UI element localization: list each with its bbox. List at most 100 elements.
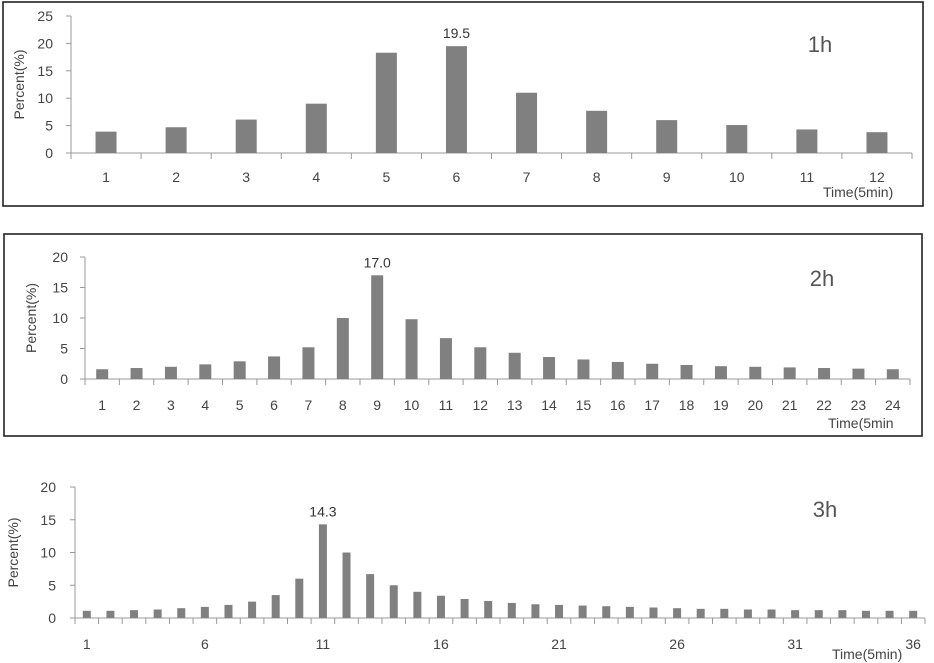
x-tick-label: 19 — [713, 397, 729, 413]
x-tick-label: 3 — [167, 397, 175, 413]
panel-label: 3h — [813, 497, 837, 522]
bar-29 — [743, 609, 752, 618]
bar-17 — [460, 599, 469, 618]
bar-34 — [861, 610, 870, 618]
peak-data-label: 17.0 — [364, 254, 391, 270]
x-axis-title: Time(5min) — [823, 184, 893, 200]
x-tick-label: 31 — [787, 636, 803, 652]
bar-10 — [726, 125, 748, 153]
bar-3 — [235, 119, 257, 153]
bar-33 — [838, 610, 847, 618]
bar-8 — [586, 110, 608, 153]
x-tick-label: 22 — [816, 397, 832, 413]
bar-7 — [224, 604, 233, 618]
y-tick-label: 10 — [40, 545, 56, 561]
bar-21 — [555, 604, 564, 618]
x-tick-label: 7 — [305, 397, 313, 413]
x-tick-label: 8 — [593, 169, 601, 185]
x-tick-label: 23 — [851, 397, 867, 413]
bar-25 — [649, 607, 658, 618]
bar-10 — [405, 319, 418, 379]
y-tick-label: 0 — [45, 145, 53, 161]
y-tick-label: 10 — [52, 310, 68, 326]
x-tick-label: 21 — [551, 636, 567, 652]
bar-20 — [749, 366, 762, 379]
panel-label: 1h — [808, 32, 832, 57]
x-tick-label: 10 — [404, 397, 420, 413]
peak-data-label: 14.3 — [309, 503, 336, 519]
bar-24 — [625, 606, 634, 618]
bar-9 — [271, 595, 280, 618]
bar-4 — [199, 364, 212, 379]
y-tick-label: 5 — [45, 118, 53, 134]
x-tick-label: 20 — [748, 397, 764, 413]
bar-20 — [531, 604, 540, 618]
bar-21 — [783, 367, 796, 379]
x-tick-label: 6 — [270, 397, 278, 413]
y-tick-label: 15 — [40, 512, 56, 528]
y-tick-label: 10 — [37, 90, 53, 106]
bar-23 — [852, 368, 865, 379]
y-tick-label: 20 — [40, 479, 56, 495]
x-tick-label: 4 — [201, 397, 209, 413]
panel-frame — [3, 233, 923, 437]
x-tick-label: 6 — [201, 636, 209, 652]
x-tick-label: 7 — [523, 169, 531, 185]
y-tick-label: 0 — [48, 610, 56, 626]
panel-label: 2h — [810, 266, 834, 291]
bar-19 — [507, 602, 516, 618]
x-tick-label: 15 — [576, 397, 592, 413]
y-axis-title: Percent(%) — [11, 49, 27, 119]
x-tick-label: 18 — [679, 397, 695, 413]
bar-7 — [516, 92, 538, 153]
bar-28 — [720, 608, 729, 618]
x-tick-label: 16 — [433, 636, 449, 652]
y-tick-label: 15 — [52, 280, 68, 296]
bar-16 — [436, 595, 445, 618]
y-tick-label: 5 — [60, 341, 68, 357]
bar-30 — [767, 609, 776, 618]
x-tick-label: 4 — [312, 169, 320, 185]
bar-36 — [909, 610, 918, 618]
bar-5 — [233, 361, 246, 379]
bar-1 — [96, 369, 109, 379]
bar-4 — [153, 609, 162, 618]
bar-3 — [164, 366, 177, 379]
bar-14 — [389, 585, 398, 618]
bar-6 — [200, 606, 209, 618]
bar-6 — [445, 46, 467, 153]
x-tick-label: 36 — [905, 636, 921, 652]
bar-11 — [796, 129, 818, 153]
bar-9 — [371, 275, 384, 379]
x-tick-label: 1 — [83, 636, 91, 652]
bar-24 — [886, 369, 899, 379]
bar-5 — [177, 608, 186, 618]
x-tick-label: 16 — [610, 397, 626, 413]
bar-3 — [130, 610, 139, 618]
bar-18 — [680, 364, 693, 379]
x-tick-label: 2 — [133, 397, 141, 413]
bar-16 — [611, 361, 624, 379]
y-tick-label: 20 — [52, 249, 68, 265]
bar-1 — [95, 131, 117, 153]
x-tick-label: 24 — [885, 397, 901, 413]
peak-data-label: 19.5 — [443, 25, 470, 41]
x-tick-label: 12 — [869, 169, 885, 185]
bar-14 — [543, 357, 556, 379]
bar-10 — [295, 578, 304, 618]
bar-18 — [484, 600, 493, 618]
bar-17 — [646, 363, 659, 379]
x-tick-label: 9 — [373, 397, 381, 413]
x-tick-label: 11 — [439, 397, 454, 413]
x-tick-label: 8 — [339, 397, 347, 413]
x-axis-title: Time(5min) — [832, 646, 902, 662]
y-tick-label: 25 — [37, 8, 53, 24]
bar-7 — [302, 347, 315, 379]
x-tick-label: 11 — [316, 636, 331, 652]
bar-12 — [866, 132, 888, 153]
x-tick-label: 10 — [729, 169, 745, 185]
x-tick-label: 2 — [172, 169, 180, 185]
